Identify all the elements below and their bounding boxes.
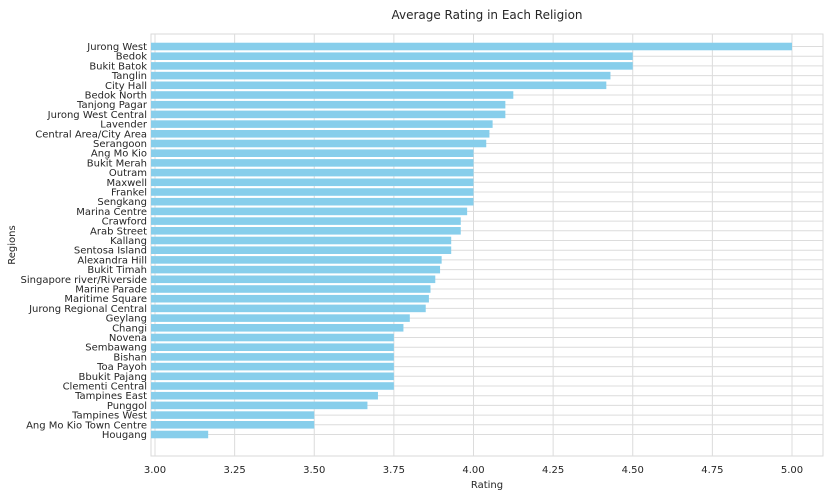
y-tick-label: Maritime Square [64,294,147,305]
bar [151,275,436,284]
y-axis-label: Regions [7,225,18,264]
bar [151,265,441,274]
y-tick-label: Bbukit Pajang [78,372,147,383]
bar [151,294,429,303]
bar [151,178,474,187]
y-tick-label: Outram [109,168,147,179]
bar [151,382,394,390]
bar [151,100,506,109]
y-tick-label: Ang Mo Kio Town Centre [26,420,147,431]
bar [151,91,514,99]
bar [151,236,452,245]
x-tick-label: 3.25 [223,465,245,476]
bar [151,149,474,157]
x-tick-label: 4.00 [462,465,484,476]
bar [151,71,611,80]
x-tick-label: 3.50 [303,465,325,476]
y-tick-label: Frankel [111,188,147,199]
bar [151,314,410,322]
bar [151,139,487,148]
y-tick-label: Tampines East [74,391,147,402]
bar [151,372,394,381]
y-tick-label: Changi [112,323,147,334]
y-tick-label: Clementi Central [63,382,147,393]
bar [151,130,490,138]
y-tick-label: Bukit Timah [87,265,147,276]
y-tick-label: Ang Mo Kio [91,149,147,160]
bar [151,188,474,196]
y-tick-label: Alexandra Hill [77,255,147,266]
y-tick-label: Arab Street [90,226,147,237]
y-tick-label: Marina Centre [76,207,147,218]
bar [151,324,404,332]
bar [151,81,607,90]
bar [151,333,394,342]
y-tick-label: Central Area/City Area [35,129,147,140]
bar [151,159,474,167]
bar [151,52,633,60]
y-tick-label: Lavender [100,120,148,131]
x-tick-label: 4.25 [542,465,564,476]
bar [151,110,506,119]
y-tick-label: Kallang [110,236,147,247]
y-tick-label: Bishan [113,352,147,363]
y-tick-label: Tampines West [71,411,147,422]
y-tick-label: Jurong West Central [47,110,147,121]
x-axis-label: Rating [471,480,503,491]
y-tick-label: Bedok [116,52,147,63]
bar [151,42,792,51]
bar [151,62,633,70]
y-tick-label: Novena [109,333,147,344]
y-tick-label: Sembawang [85,343,147,354]
bar [151,391,378,400]
chart-title: Average Rating in Each Religion [391,8,582,22]
y-tick-label: Bedok North [85,91,147,102]
bar [151,197,474,206]
y-tick-label: Jurong Regional Central [28,304,147,315]
y-tick-label: Hougang [102,430,147,441]
bar [151,401,368,410]
bar [151,353,394,361]
y-tick-label: Tanjong Pagar [76,100,148,111]
bar [151,256,442,264]
bar [151,207,468,216]
x-tick-label: 5.00 [781,465,803,476]
y-tick-label: Geylang [106,314,147,325]
x-tick-label: 3.00 [144,465,166,476]
y-tick-label: Tanglin [111,71,147,82]
bar [151,430,209,439]
y-tick-label: Singapore river/Riverside [21,275,147,286]
y-tick-label: Sengkang [97,197,147,208]
bar [151,362,394,371]
x-tick-label: 4.50 [622,465,644,476]
y-tick-label: Toa Payoh [96,362,147,373]
bar [151,421,315,429]
bar [151,411,315,419]
y-tick-label: City Hall [105,81,147,92]
x-tick-label: 4.75 [701,465,723,476]
y-tick-label: Serangoon [93,139,147,150]
bar [151,217,461,225]
bar [151,168,474,177]
y-tick-label: Marine Parade [75,285,147,296]
bar [151,285,431,293]
y-tick-label: Bukit Merah [87,158,147,169]
bar [151,246,452,254]
bar [151,120,493,128]
bars [151,42,792,439]
x-tick-label: 3.75 [383,465,405,476]
bar [151,343,394,351]
bar [151,227,461,235]
y-tick-label: Maxwell [106,178,147,189]
y-tick-label: Crawford [102,217,147,228]
bar [151,304,426,313]
y-tick-label: Bukit Batok [89,61,147,72]
y-tick-label: Sentosa Island [74,246,147,257]
x-tick-labels: 3.00 3.25 3.50 3.75 4.00 4.25 4.50 4.75 5.00 [144,465,803,476]
y-tick-label: Punggol [107,401,147,412]
y-tick-label: Jurong West [86,42,147,53]
